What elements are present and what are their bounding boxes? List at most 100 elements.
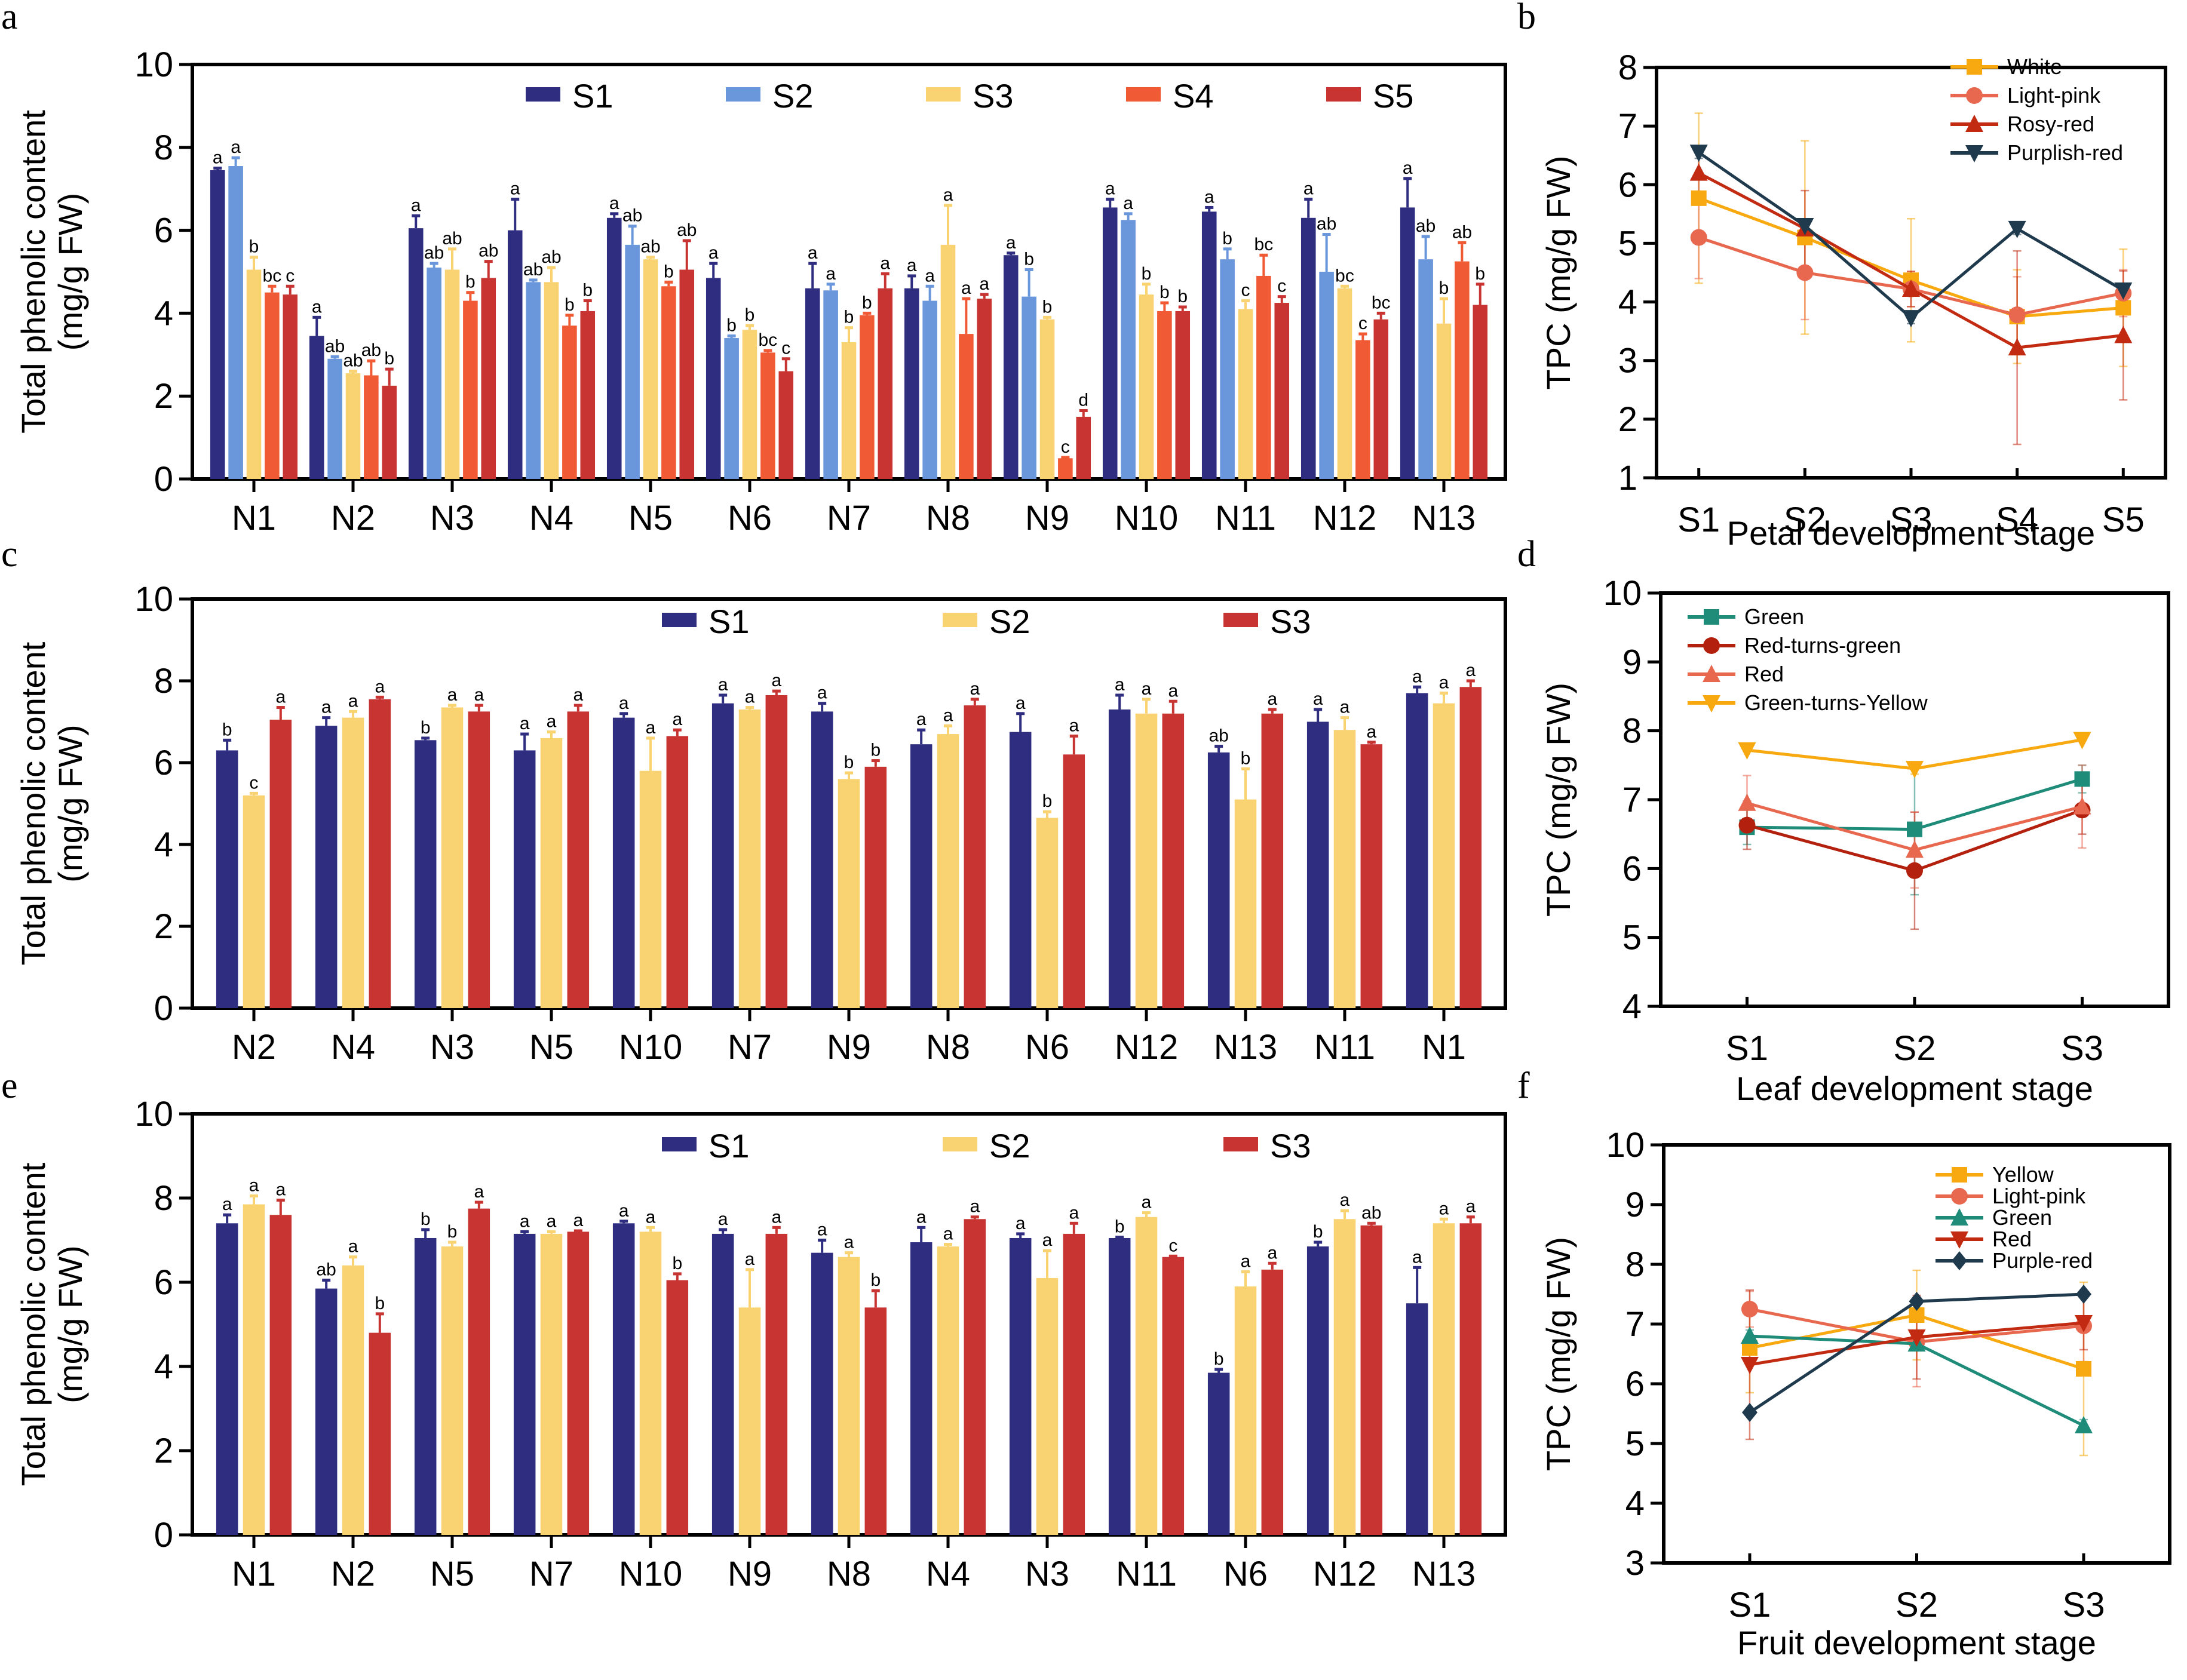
data-point-Red-S3 <box>2075 1315 2093 1332</box>
significance-letter: bc <box>1254 235 1274 254</box>
x-tick-label: N2 <box>331 1555 375 1593</box>
y-axis-title: Total phenolic content <box>14 641 52 965</box>
significance-letter: a <box>573 1211 583 1230</box>
y-tick-label: 4 <box>154 825 173 864</box>
data-point-Purple-red-S3 <box>2076 1285 2092 1304</box>
data-point-Green-turns-Yellow-S3 <box>2073 732 2091 750</box>
significance-letter: ab <box>523 260 543 280</box>
data-point-Purplish-red-S3 <box>1902 310 1920 328</box>
data-point-Red-S1 <box>1740 1357 1759 1374</box>
legend-swatch-S1 <box>662 1137 697 1151</box>
y-tick-label: 8 <box>154 1179 173 1218</box>
legend-marker-Light-pink <box>1951 1188 1968 1205</box>
data-point-Red-S1 <box>1738 793 1756 811</box>
significance-letter: a <box>646 718 656 738</box>
x-tick-label: S3 <box>2061 1029 2103 1068</box>
significance-letter: b <box>1222 229 1232 248</box>
bar-S2-N3 <box>441 707 464 1008</box>
bar-S4-N13 <box>1455 261 1470 479</box>
significance-letter: a <box>1412 1247 1422 1267</box>
bar-S1-N11 <box>1306 721 1329 1008</box>
bar-S3-N9 <box>1039 319 1055 479</box>
bar-S5-N4 <box>580 311 596 479</box>
bar-S4-N1 <box>265 292 280 479</box>
bar-S3-N6 <box>1261 1269 1284 1535</box>
significance-letter: ab <box>478 241 498 261</box>
bar-S2-N9 <box>1022 296 1036 479</box>
significance-letter: a <box>646 1207 656 1227</box>
legend-marker-Purple-red <box>1952 1251 1967 1270</box>
legend-marker-Yellow <box>1952 1167 1967 1183</box>
x-tick-label: N13 <box>1412 499 1476 538</box>
significance-letter: b <box>1115 1217 1125 1237</box>
legend-label: S2 <box>989 603 1030 640</box>
significance-letter: a <box>474 685 484 705</box>
bar-S4-N4 <box>562 325 577 479</box>
significance-letter: b <box>582 281 593 300</box>
significance-letter: a <box>348 691 358 711</box>
bar-S3-N5 <box>567 711 590 1008</box>
significance-letter: a <box>411 195 421 215</box>
bar-S3-N13 <box>1459 1223 1482 1535</box>
significance-letter: b <box>745 305 755 325</box>
bar-S3-N7 <box>841 342 857 479</box>
x-tick-label: S2 <box>1894 1029 1936 1068</box>
data-point-Rosy-red-S4 <box>2008 338 2026 356</box>
x-tick-label: N3 <box>430 499 474 538</box>
data-point-Light-pink-S1 <box>1690 229 1707 246</box>
legend-label: Yellow <box>1992 1162 2054 1187</box>
significance-letter: b <box>844 753 854 772</box>
y-tick-label: 9 <box>1622 643 1642 681</box>
bar-S3-N11 <box>1238 309 1253 479</box>
legend-label: Purplish-red <box>2007 140 2123 165</box>
x-tick-label: N4 <box>331 1028 375 1067</box>
significance-letter: a <box>1069 715 1079 735</box>
chart-panel-f: 3 4 5 6 7 8 9 10 S1 S2 S3 YellowLight-pinkGreenRedP… <box>1539 1126 2171 1661</box>
bar-S3-N13 <box>1436 323 1452 479</box>
significance-letter: a <box>970 1197 980 1217</box>
bar-S3-N10 <box>666 1280 689 1535</box>
bar-S3-N8 <box>940 244 956 479</box>
x-tick-label: N6 <box>1025 1028 1069 1067</box>
bar-S1-N6 <box>1207 1372 1230 1535</box>
y-tick-label: 6 <box>1622 849 1642 888</box>
significance-letter: a <box>609 194 619 213</box>
x-axis-title: Fruit development stage <box>1737 1624 2096 1661</box>
panel-letter-a: a <box>1 0 18 37</box>
bar-S1-N1 <box>216 1223 238 1535</box>
legend-swatch-S1 <box>526 87 560 102</box>
panel-letter-b: b <box>1517 0 1536 37</box>
bar-S5-N6 <box>778 371 794 479</box>
bar-S2-N8 <box>922 300 937 479</box>
y-tick-label: 5 <box>1625 1424 1645 1463</box>
bar-S1-N4 <box>315 726 338 1008</box>
significance-letter: a <box>844 1233 854 1252</box>
significance-letter: b <box>870 741 881 760</box>
y-tick-label: 7 <box>1618 107 1637 146</box>
y-tick-label: 1 <box>1618 459 1637 497</box>
bar-S3-N1 <box>246 269 262 479</box>
bar-S1-N2 <box>315 1288 338 1535</box>
legend-marker-Green <box>1704 609 1719 625</box>
significance-letter: ab <box>1208 726 1228 746</box>
significance-letter: a <box>718 675 728 695</box>
significance-letter: b <box>465 272 476 292</box>
legend-label: Light-pink <box>1992 1184 2086 1208</box>
significance-letter: a <box>1006 233 1016 253</box>
data-point-Green-turns-Yellow-S2 <box>1906 761 1924 779</box>
bar-S3-N5 <box>468 1208 490 1535</box>
panel-letter-d: d <box>1517 534 1536 575</box>
bar-S3-N8 <box>964 705 986 1008</box>
bar-S5-N10 <box>1175 311 1191 479</box>
bar-S4-N3 <box>463 300 478 479</box>
legend-swatch-S2 <box>726 87 760 102</box>
bar-S3-N10 <box>1139 294 1154 479</box>
x-tick-label: N8 <box>926 499 970 538</box>
bar-S1-N9 <box>811 711 833 1008</box>
legend-marker-Red <box>1703 665 1720 682</box>
bar-S1-N7 <box>711 703 734 1008</box>
bar-S1-N4 <box>507 230 523 479</box>
